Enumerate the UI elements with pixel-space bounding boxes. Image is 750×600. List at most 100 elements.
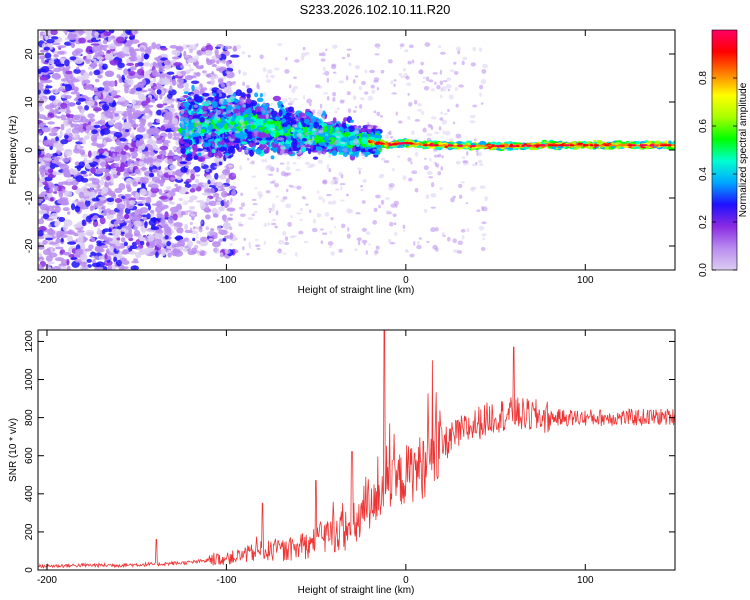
spectrogram-cell (290, 141, 298, 148)
spectrogram-cell (165, 227, 172, 233)
spectrogram-cell (90, 43, 100, 46)
spectrogram-cell (106, 175, 111, 181)
spectrogram-cell (57, 45, 67, 49)
spectrogram-cell (205, 101, 212, 105)
spectrogram-cell (104, 70, 115, 77)
spectrogram-cell (44, 52, 52, 59)
spectrogram-cell (38, 82, 44, 90)
spectrogram-cell (216, 67, 226, 72)
spectrogram-cell (115, 259, 122, 267)
spectrogram-cell (145, 97, 151, 104)
spectrogram-cell (129, 66, 137, 71)
spectrogram-cell (57, 50, 66, 55)
spectrogram-cell (163, 112, 171, 120)
spectrogram-cell (173, 222, 183, 228)
spectrogram-cell (119, 137, 127, 142)
spectrogram-cell (100, 113, 105, 121)
spectrogram-cell (64, 59, 70, 67)
spectrogram-cell (85, 124, 94, 131)
spectrogram-cell (208, 53, 212, 56)
spectrogram-cell (114, 229, 121, 236)
figure-title: S233.2026.102.10.11.R20 (299, 2, 451, 17)
spectrogram-cell (283, 152, 289, 156)
spectrogram-cell (285, 56, 288, 61)
spectrogram-cell (156, 109, 162, 116)
spectrogram-cell (286, 188, 289, 193)
spectrogram-cell (293, 98, 298, 101)
spectrogram-cell (156, 212, 162, 219)
spectrogram-cell (128, 46, 135, 53)
spectrogram-cell (356, 237, 362, 241)
spectrogram-cell (134, 168, 141, 175)
spectrogram-cell (60, 102, 68, 109)
spectrogram-cell (100, 244, 109, 249)
spectrogram-cell (230, 81, 236, 86)
spectrogram-cell (229, 121, 236, 126)
spectrogram-cell (51, 42, 61, 46)
spectrogram-cell (136, 75, 145, 79)
spectrogram-cell (272, 218, 277, 222)
spectrogram-cell (55, 136, 59, 142)
spectrogram-cell (219, 254, 225, 257)
spectrogram-cell (97, 227, 101, 235)
spectrogram-cell (242, 107, 247, 111)
spectrogram-cell (347, 227, 350, 232)
spectrogram-cell (211, 238, 214, 242)
spectrogram-cell (127, 78, 134, 86)
spectrogram-cell (311, 136, 315, 142)
spectrogram-cell (69, 56, 77, 61)
spectrogram-cell (67, 33, 77, 41)
spectrogram-cell (189, 188, 196, 193)
spectrogram-cell (174, 183, 178, 187)
spectrogram-cell (78, 191, 85, 199)
spectrogram-cell (421, 80, 426, 84)
spectrogram-cell (215, 201, 221, 205)
spectrogram-cell (141, 97, 146, 101)
spectrogram-cell (185, 102, 190, 109)
spectrogram-cell (41, 172, 45, 178)
spectrogram-cell (87, 150, 92, 158)
spectrogram-cell (184, 118, 189, 123)
spectrogram-cell (354, 65, 361, 70)
spectrogram-cell (43, 46, 50, 51)
spectrogram-cell (324, 212, 330, 217)
spectrogram-cell (224, 45, 230, 51)
spectrogram-cell (287, 134, 292, 142)
spectrogram-cell (123, 171, 130, 178)
spectrogram-cell (220, 44, 225, 50)
spectrogram-cell (211, 207, 218, 215)
spectrogram-cell (38, 174, 41, 178)
spectrogram-cell (339, 183, 346, 186)
spectrogram-cell (254, 186, 258, 190)
spectrogram-cell (275, 132, 280, 137)
spectrogram-cell (187, 122, 195, 129)
spectrogram-cell (153, 134, 161, 139)
spectrogram-cell (191, 183, 198, 189)
spectrogram-cell (57, 88, 66, 92)
spectrogram-cell (292, 162, 297, 165)
spectrogram-cell (253, 210, 258, 214)
spectrogram-cell (263, 223, 267, 227)
spectrogram-cell (139, 176, 145, 183)
spectrogram-cell (249, 121, 254, 125)
spectrogram-cell (69, 76, 76, 81)
spectrogram-cell (67, 231, 76, 235)
spectrogram-cell (482, 63, 488, 69)
spectrogram-cell (414, 118, 421, 122)
spectrogram-cell (81, 177, 89, 183)
spectrogram-cell (287, 97, 292, 100)
spectrogram-cell (398, 120, 403, 124)
spectrogram-cell (272, 95, 282, 102)
spectrogram-cell (128, 250, 137, 255)
spectrogram-cell (48, 224, 52, 228)
spectrogram-cell (230, 54, 240, 58)
spectrogram-cell (50, 246, 54, 253)
spectrogram-cell (78, 232, 86, 237)
spectrogram-cell (331, 150, 338, 156)
spectrogram-cell (134, 48, 141, 52)
spectrogram-cell (183, 237, 189, 241)
spectrogram-cell (70, 168, 79, 176)
spectrogram-cell (278, 239, 285, 245)
spectrogram-cell (213, 192, 220, 198)
spectrogram-cell (342, 148, 348, 153)
